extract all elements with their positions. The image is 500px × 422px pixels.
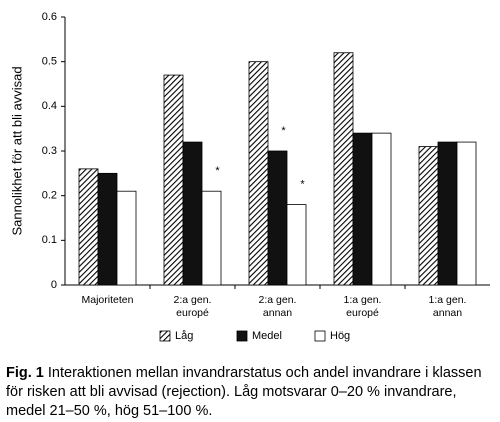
bar [456,141,477,286]
x-tick-label: 2:a gen. [174,294,212,306]
y-tick-label: 0.1 [42,234,57,246]
legend-label: Låg [175,330,193,342]
chart: Sannolikhet för att bli avvisad 0 0.1 0.2 0… [9,11,490,342]
bar [352,132,373,286]
x-tick-label: annan [433,307,462,319]
bar [437,141,458,286]
x-tick-label: europé [346,307,379,319]
bar [248,61,269,286]
bar [333,52,354,286]
bar [267,150,288,286]
bar [78,168,99,286]
legend-label: Hög [330,330,350,342]
caption-text: Interaktionen mellan invandrarstatus och… [6,365,482,419]
y-tick-label: 0 [51,279,57,291]
y-tick-label: 0.4 [42,100,57,112]
y-tick-label: 0.2 [42,190,57,202]
significance-mark: * [281,125,286,137]
bar [201,190,222,286]
significance-mark: * [215,165,220,177]
bar [182,141,203,286]
y-tick-label: 0.3 [42,145,57,157]
legend-swatch [236,330,248,342]
bar [97,172,118,286]
bar [163,74,184,286]
legend-swatch [314,330,326,342]
x-tick-label: Majoriteten [82,294,134,306]
y-tick-label: 0.6 [42,11,57,23]
legend-swatch [159,330,171,342]
bar [116,190,137,286]
caption: Fig. 1 Interaktionen mellan invandrarsta… [6,364,496,421]
legend-label: Medel [252,330,282,342]
caption-label: Fig. 1 [6,365,44,381]
y-axis-label: Sannolikhet för att bli avvisad [9,66,24,235]
bar [286,204,307,286]
x-tick-label: 1:a gen. [429,294,467,306]
x-tick-label: 2:a gen. [259,294,297,306]
x-tick-label: annan [263,307,292,319]
x-tick-label: 1:a gen. [344,294,382,306]
significance-mark: * [300,179,305,191]
bar [371,132,392,286]
y-tick-label: 0.5 [42,56,57,68]
bar [418,146,439,286]
x-tick-label: europé [176,307,209,319]
